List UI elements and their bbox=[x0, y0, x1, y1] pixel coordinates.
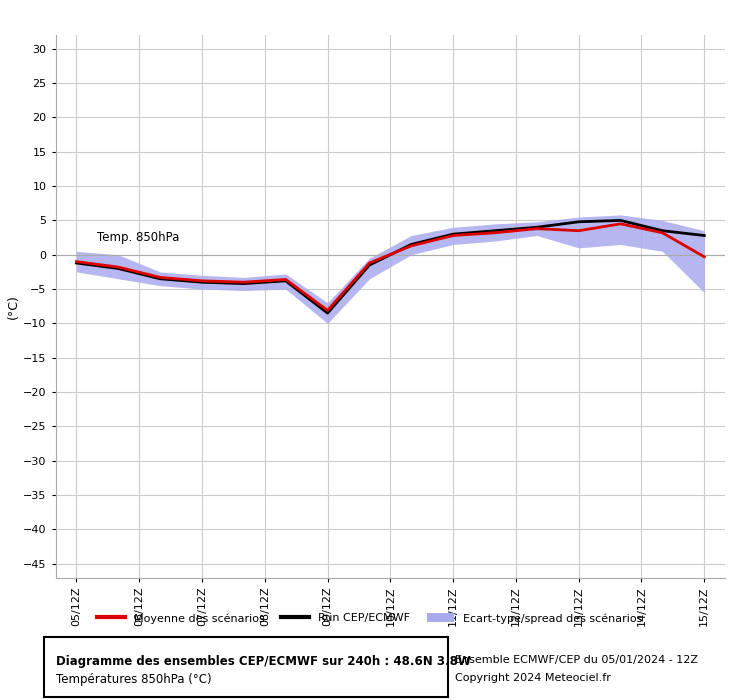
Text: Diagramme des ensembles CEP/ECMWF sur 240h : 48.6N 3.8W: Diagramme des ensembles CEP/ECMWF sur 24… bbox=[56, 654, 471, 668]
Text: Températures 850hPa (°C): Températures 850hPa (°C) bbox=[56, 673, 211, 687]
Y-axis label: (°C): (°C) bbox=[7, 294, 20, 318]
Text: Temp. 850hPa: Temp. 850hPa bbox=[98, 232, 180, 244]
Legend: Moyenne des scénarios, Run CEP/ECMWF, Ecart-type/spread des scénarios: Moyenne des scénarios, Run CEP/ECMWF, Ec… bbox=[92, 608, 648, 628]
Text: Copyright 2024 Meteociel.fr: Copyright 2024 Meteociel.fr bbox=[455, 673, 611, 683]
Text: Ensemble ECMWF/CEP du 05/01/2024 - 12Z: Ensemble ECMWF/CEP du 05/01/2024 - 12Z bbox=[455, 654, 698, 664]
